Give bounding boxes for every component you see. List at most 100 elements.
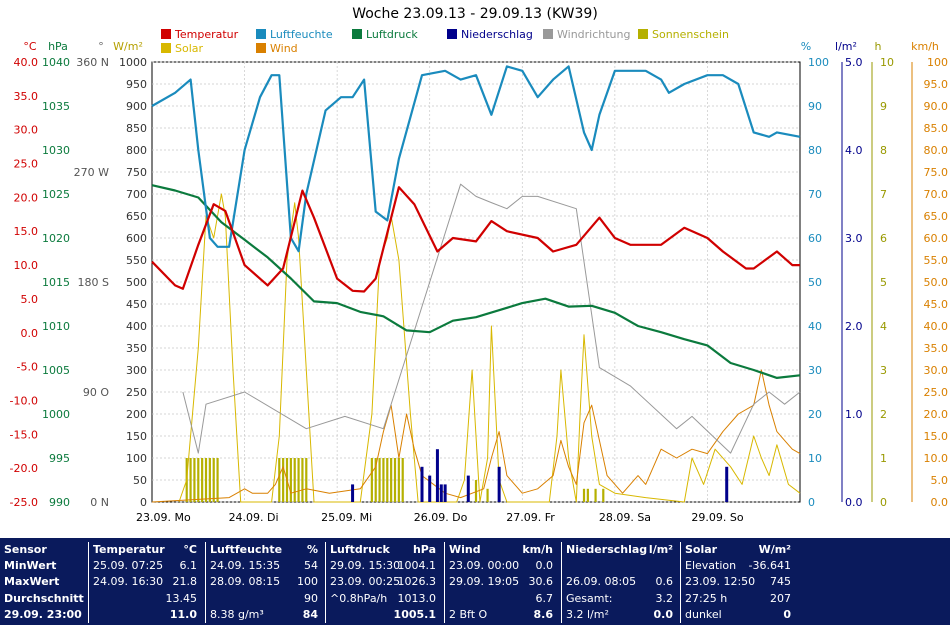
summary-pressure-col: Luftdruck hPa 29.09. 15:30 1004.1 23.09. 00:… bbox=[325, 542, 440, 623]
temperature-row-value: 6.1 bbox=[179, 559, 198, 573]
summary-humidity-col: Luftfeuchte% 24.09. 15:35 54 28.09. 08:15 10… bbox=[205, 542, 322, 623]
temp-tick-label: 35.0 bbox=[14, 90, 39, 103]
solar-row-value: 207 bbox=[770, 591, 791, 605]
legend-swatch bbox=[638, 29, 648, 39]
pressure-row: 1005.1 bbox=[326, 607, 440, 623]
rain-row: 3.2 l/m² 0.0 bbox=[562, 607, 677, 623]
wind-tick-label: 5.0 bbox=[931, 474, 949, 487]
rain-tick-label: 4.0 bbox=[845, 144, 863, 157]
wind-tick-label: 20.0 bbox=[924, 408, 949, 421]
sunshine-bar bbox=[193, 458, 196, 502]
rain-row: Gesamt: 3.2 bbox=[562, 591, 677, 607]
wind-row-value: 6.7 bbox=[535, 591, 554, 605]
legend-swatch bbox=[161, 43, 171, 53]
rain-bar bbox=[420, 466, 424, 502]
axis-unit-label: km/h bbox=[911, 40, 939, 53]
day-label: 27.09. Fr bbox=[506, 511, 555, 524]
temp-tick-label: 15.0 bbox=[14, 225, 39, 238]
rain-row-label: 26.09. 08:05 bbox=[566, 575, 637, 589]
winddir-tick-label: 360 N bbox=[76, 56, 109, 69]
wind-tick-label: 10.0 bbox=[924, 452, 949, 465]
humidity-header: Luftfeuchte% bbox=[206, 542, 322, 558]
pressure-row-value: 1005.1 bbox=[393, 607, 436, 621]
humidity-header-label: Luftfeuchte bbox=[210, 543, 283, 556]
sunshine-bar bbox=[208, 458, 211, 502]
legend-label: Solar bbox=[175, 42, 204, 55]
wind-tick-label: 0.0 bbox=[931, 496, 949, 509]
wind-line bbox=[151, 369, 801, 503]
solar-row-value: -36.641 bbox=[748, 559, 791, 573]
temperature-line bbox=[151, 186, 800, 293]
axis-unit-label: l/m² bbox=[835, 40, 857, 53]
sunshine-bar bbox=[474, 480, 478, 502]
solar-header-label: Solar bbox=[685, 543, 718, 556]
rain-bar bbox=[428, 475, 432, 502]
axis-unit-label: h bbox=[875, 40, 882, 53]
sunshine-bar bbox=[594, 488, 597, 502]
sunshine-bar bbox=[582, 488, 586, 502]
wind-row-value: 30.6 bbox=[528, 575, 554, 589]
pressure-line bbox=[151, 184, 801, 379]
temperature-row-label: 24.09. 16:30 bbox=[93, 575, 164, 589]
wind-tick-label: 65.0 bbox=[924, 210, 949, 223]
legend-swatch bbox=[256, 43, 266, 53]
summary-row-current: 29.09. 23:00 bbox=[4, 607, 82, 621]
humidity-tick-label: 10 bbox=[808, 452, 822, 465]
axis-unit-label: hPa bbox=[48, 40, 68, 53]
pressure-tick-label: 1000 bbox=[42, 408, 70, 421]
sunshine-bar bbox=[201, 458, 204, 502]
temperature-row: 11.0 bbox=[89, 607, 201, 623]
humidity-row: 24.09. 15:35 54 bbox=[206, 558, 322, 574]
rain-row: 26.09. 08:05 0.6 bbox=[562, 574, 677, 590]
wind-tick-label: 45.0 bbox=[924, 298, 949, 311]
temperature-row-value: 21.8 bbox=[172, 575, 198, 589]
pressure-unit: hPa bbox=[412, 543, 436, 556]
wind-row-value: 8.6 bbox=[533, 607, 554, 621]
wind-row-label: 2 Bft O bbox=[449, 607, 488, 621]
solar-tick-label: 900 bbox=[126, 100, 147, 113]
axis-unit-label: W/m² bbox=[113, 40, 143, 53]
sun-tick-label: 6 bbox=[880, 232, 887, 245]
wind-tick-label: 25.0 bbox=[924, 386, 949, 399]
sunshine-bar bbox=[386, 458, 389, 502]
temp-tick-label: -5.0 bbox=[17, 361, 38, 374]
pressure-tick-label: 1005 bbox=[42, 364, 70, 377]
humidity-tick-label: 80 bbox=[808, 144, 822, 157]
sunshine-bar bbox=[390, 458, 393, 502]
temperature-header: Temperatur °C bbox=[89, 542, 201, 558]
wind-tick-label: 95.0 bbox=[924, 78, 949, 91]
temperature-unit: °C bbox=[183, 543, 197, 556]
sunshine-bar bbox=[378, 458, 381, 502]
sunshine-bar bbox=[382, 458, 385, 502]
pressure-row: ^0.8hPa/h 1013.0 bbox=[326, 591, 440, 607]
wind-unit: km/h bbox=[522, 543, 553, 556]
rain-tick-label: 5.0 bbox=[845, 56, 863, 69]
solar-tick-label: 150 bbox=[126, 430, 147, 443]
rain-bar bbox=[466, 475, 470, 502]
legend-swatch bbox=[161, 29, 171, 39]
solar-tick-label: 600 bbox=[126, 232, 147, 245]
temperature-row: 24.09. 16:30 21.8 bbox=[89, 574, 201, 590]
sun-tick-label: 8 bbox=[880, 144, 887, 157]
summary-row-avg: Durchschnitt bbox=[4, 591, 84, 605]
temperature-row-value: 13.45 bbox=[165, 591, 198, 605]
solar-row: 27:25 h 207 bbox=[681, 591, 795, 607]
rain-bar bbox=[351, 484, 355, 502]
sunshine-bar bbox=[305, 458, 308, 502]
solar-row-label: 23.09. 12:50 bbox=[685, 575, 756, 589]
legend-label: Luftdruck bbox=[366, 28, 418, 41]
solar-tick-label: 50 bbox=[133, 474, 147, 487]
temp-tick-label: -15.0 bbox=[10, 428, 38, 441]
solar-header: Solar W/m² bbox=[681, 542, 795, 558]
summary-rain-col: Niederschlag l/m² 26.09. 08:05 0.6 Gesamt: 3.… bbox=[561, 542, 677, 623]
wind-tick-label: 70.0 bbox=[924, 188, 949, 201]
sun-tick-label: 1 bbox=[880, 452, 887, 465]
pressure-tick-label: 990 bbox=[49, 496, 70, 509]
summary-sensor-col: Sensor MinWert MaxWert Durchschnitt 29.0… bbox=[4, 542, 84, 623]
sun-tick-label: 9 bbox=[880, 100, 887, 113]
pressure-tick-label: 995 bbox=[49, 452, 70, 465]
winddir-line bbox=[182, 183, 801, 454]
sunshine-bar bbox=[486, 488, 489, 502]
pressure-tick-label: 1010 bbox=[42, 320, 70, 333]
wind-header-label: Wind bbox=[449, 543, 481, 556]
